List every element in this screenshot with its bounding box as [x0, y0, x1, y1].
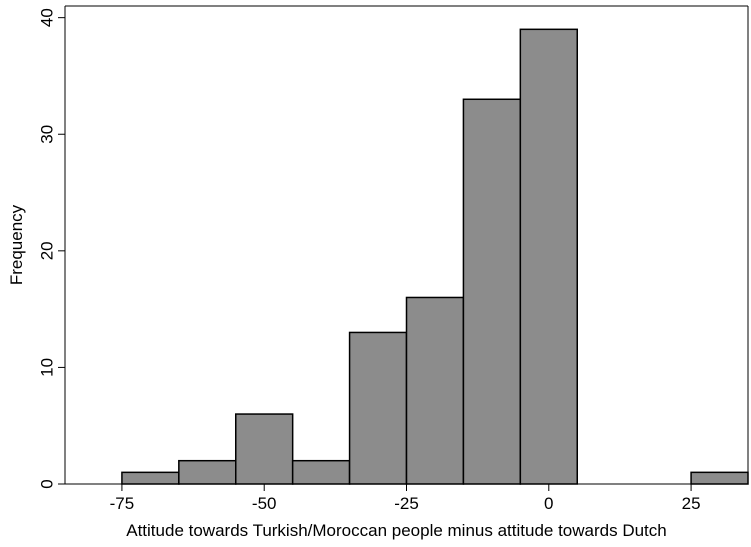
y-tick-label-4: 40	[38, 8, 57, 27]
y-tick-label-2: 20	[38, 241, 57, 260]
histogram-bar-7	[519, 28, 578, 485]
y-tick-label-3: 30	[38, 125, 57, 144]
x-tick-label-0: -75	[110, 494, 135, 513]
y-axis-label: Frequency	[7, 204, 26, 285]
histogram-bar-6	[462, 98, 522, 485]
x-tick-label-4: 25	[682, 494, 701, 513]
histogram-bar-8	[690, 471, 749, 485]
histogram-bar-4	[348, 331, 408, 485]
bars-layer	[121, 28, 749, 485]
histogram-bar-3	[291, 459, 351, 485]
y-tick-label-0: 0	[38, 479, 57, 488]
y-tick-label-1: 10	[38, 358, 57, 377]
x-tick-label-1: -50	[252, 494, 277, 513]
x-ticks-layer: -75 -50 -25 0 25	[110, 484, 701, 513]
histogram-bar-2	[235, 413, 294, 485]
histogram-bar-5	[405, 296, 465, 485]
y-ticks-layer: 0 10 20 30 40	[38, 8, 65, 489]
x-tick-label-2: -25	[394, 494, 419, 513]
histogram-bar-1	[178, 459, 237, 485]
x-axis-label: Attitude towards Turkish/Moroccan people…	[126, 521, 667, 540]
histogram-bar-0	[121, 471, 180, 485]
x-tick-label-3: 0	[544, 494, 553, 513]
